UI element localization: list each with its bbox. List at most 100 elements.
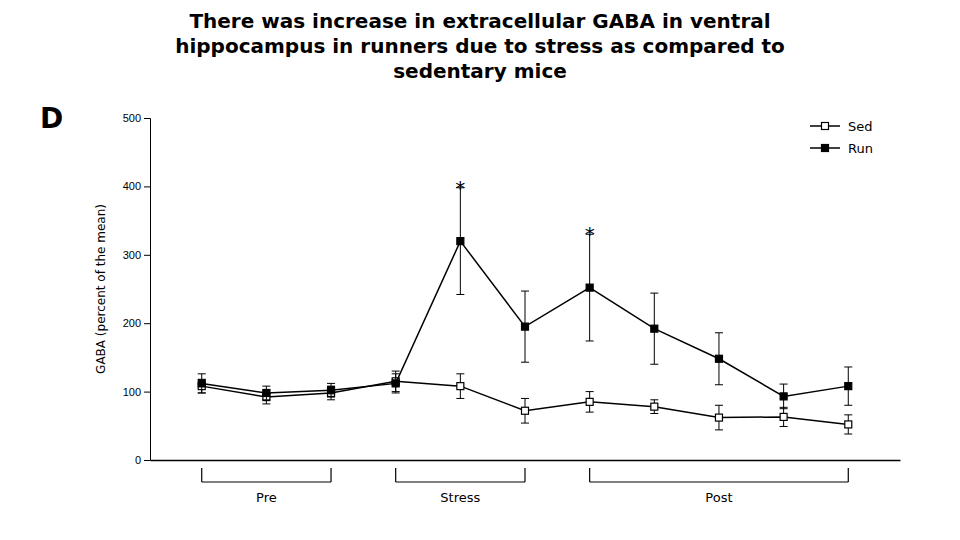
error-bar-cap: [198, 392, 206, 393]
point: [780, 413, 787, 420]
point: [780, 393, 787, 400]
point: [198, 380, 205, 387]
y-tick: 0: [135, 454, 150, 466]
bracket-line: [202, 481, 331, 482]
y-axis-label: GABA (percent of the mean): [94, 204, 108, 374]
error-bar: [586, 392, 594, 413]
y-tick-mark: [144, 255, 150, 256]
title: There was increase in extracellular GABA…: [175, 9, 785, 83]
error-bar: [521, 291, 529, 362]
error-bar: [456, 374, 464, 399]
error-bar-cap: [456, 373, 464, 374]
error-bar: [327, 383, 335, 397]
error-bar-cap: [650, 364, 658, 365]
error-bar: [650, 400, 658, 414]
legend-item: Sed: [810, 119, 873, 134]
error-bar-cap: [780, 384, 788, 385]
bracket-left: [201, 468, 202, 482]
annotations: **PreStressPost: [202, 176, 849, 505]
y-tick-label: 0: [135, 454, 141, 466]
error-bar-cap: [262, 399, 270, 400]
error-bar-cap: [262, 386, 270, 387]
error-bar-cap: [844, 414, 852, 415]
error-bar-cap: [650, 293, 658, 294]
error-bar-cap: [521, 291, 529, 292]
legend-marker: [822, 145, 829, 152]
error-bar-cap: [650, 399, 658, 400]
error-bar-cap: [392, 392, 400, 393]
error-bar: [780, 407, 788, 426]
point: [522, 323, 529, 330]
y-tick: 300: [123, 249, 150, 261]
series: [198, 371, 853, 434]
point: [586, 398, 593, 405]
point: [651, 325, 658, 332]
error-bar: [715, 405, 723, 430]
error-bar: [198, 374, 206, 393]
point: [715, 414, 722, 421]
bracket-right: [524, 468, 525, 482]
y-axis: 0 100 200 300 400 500: [123, 112, 151, 466]
point: [715, 355, 722, 362]
point: [457, 238, 464, 245]
error-bar-cap: [456, 294, 464, 295]
bracket-label: Post: [705, 490, 732, 505]
error-bar-cap: [780, 426, 788, 427]
error-bar-cap: [198, 392, 206, 393]
error-bar: [456, 188, 464, 295]
error-bar: [262, 386, 270, 400]
error-bar-cap: [586, 412, 594, 413]
bracket-line: [590, 481, 849, 482]
marks: [198, 188, 853, 434]
y-tick-mark: [144, 118, 150, 119]
bracket: Stress: [396, 468, 525, 505]
legend-marker: [822, 123, 829, 130]
error-bar: [844, 367, 852, 405]
error-bar: [327, 386, 335, 400]
error-bar-cap: [198, 373, 206, 374]
bracket-label: Stress: [440, 490, 480, 505]
bracket-line: [396, 481, 525, 482]
error-bar-cap: [586, 340, 594, 341]
point: [845, 421, 852, 428]
error-bar: [521, 398, 529, 423]
error-bar-cap: [392, 371, 400, 372]
error-bar-cap: [521, 362, 529, 363]
bracket: Pre: [202, 468, 331, 505]
series-line: [202, 381, 849, 424]
point: [651, 403, 658, 410]
y-tick-mark: [144, 460, 150, 461]
error-bar-cap: [650, 413, 658, 414]
point: [457, 383, 464, 390]
y-tick: 100: [123, 386, 150, 398]
y-tick: 200: [123, 317, 150, 329]
error-bar-cap: [262, 403, 270, 404]
y-tick: 500: [123, 112, 150, 124]
legend-item: Run: [810, 141, 873, 156]
error-bar-cap: [844, 366, 852, 367]
legend-label: Run: [848, 141, 873, 156]
y-tick-mark: [144, 323, 150, 324]
bracket-left: [395, 468, 396, 482]
significance-marker: *: [585, 222, 595, 246]
error-bar: [586, 234, 594, 341]
y-tick: 400: [123, 180, 150, 192]
series: [198, 188, 853, 409]
plot: 0 100 200 300 400 500 GABA (percent of the mea…: [94, 112, 901, 505]
panel-label: D: [40, 102, 63, 135]
error-bar-cap: [327, 399, 335, 400]
x-axis: [151, 460, 901, 461]
y-tick-mark: [144, 186, 150, 187]
error-bar-cap: [392, 373, 400, 374]
series-line: [202, 241, 849, 396]
error-bar-cap: [327, 383, 335, 384]
error-bar-cap: [715, 405, 723, 406]
legend-label: Sed: [848, 119, 873, 134]
error-bar: [844, 415, 852, 434]
error-bar: [392, 374, 400, 393]
y-tick-mark: [144, 392, 150, 393]
error-bar-cap: [715, 429, 723, 430]
point: [845, 383, 852, 390]
bracket: Post: [590, 468, 849, 505]
y-tick-label: 200: [123, 317, 141, 329]
